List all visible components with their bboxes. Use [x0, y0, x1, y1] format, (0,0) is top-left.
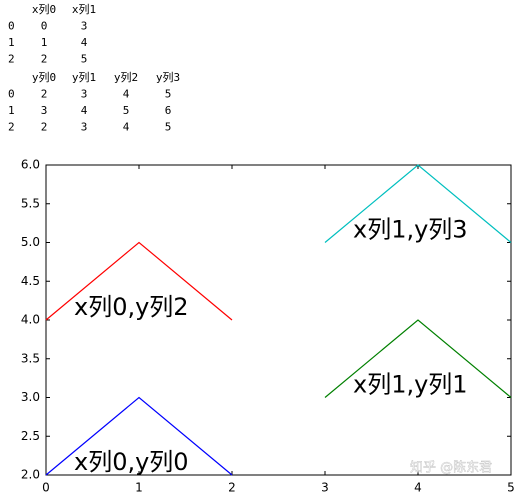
x-tick-label: 1 [135, 481, 143, 495]
cell: 3 [81, 121, 88, 134]
row-index: 2 [8, 53, 15, 66]
cell: 6 [165, 104, 172, 117]
cell: 2 [41, 88, 48, 101]
row-index: 0 [8, 88, 15, 101]
cell: 4 [81, 36, 88, 49]
column-header: x列1 [72, 2, 96, 16]
y-tick-label: 3.0 [21, 390, 40, 404]
cell: 5 [81, 53, 88, 66]
line-label: x列1,y列1 [353, 371, 468, 399]
cell: 4 [81, 104, 88, 117]
row-index: 2 [8, 121, 15, 134]
line [324, 319, 512, 398]
x-tick-label: 3 [321, 481, 329, 495]
line [324, 164, 512, 243]
y-tick-label: 5.0 [21, 235, 40, 249]
cell: 3 [41, 104, 48, 117]
watermark: 知乎 @陈东君 [410, 460, 492, 476]
x-tick-label: 2 [228, 481, 236, 495]
cell: 5 [165, 121, 172, 134]
column-header: x列0 [32, 2, 56, 16]
line [45, 241, 233, 321]
cell: 5 [123, 104, 130, 117]
row-index: 0 [8, 20, 15, 33]
x-tick-label: 5 [507, 481, 515, 495]
line-label: x列0,y列2 [74, 293, 189, 321]
cell: 0 [41, 20, 48, 33]
y-tick-label: 4.5 [21, 274, 40, 288]
y-tick-label: 3.5 [21, 351, 40, 365]
column-header: y列0 [32, 70, 56, 84]
cell: 5 [165, 88, 172, 101]
row-index: 1 [8, 36, 15, 49]
cell: 4 [123, 88, 130, 101]
cell: 2 [41, 121, 48, 134]
row-index: 1 [8, 104, 15, 117]
column-header: y列1 [72, 70, 96, 84]
line-label: x列1,y列3 [353, 216, 468, 244]
line-label: x列0,y列0 [74, 448, 189, 476]
cell: 4 [123, 121, 130, 134]
cell: 1 [41, 36, 48, 49]
cell: 2 [41, 53, 48, 66]
y-tick-label: 2.5 [21, 429, 40, 443]
column-header: y列2 [114, 70, 138, 84]
cell: 3 [81, 20, 88, 33]
line [45, 396, 233, 476]
column-header: y列3 [156, 70, 180, 84]
y-tick-label: 6.0 [21, 158, 40, 172]
y-tick-label: 4.0 [21, 313, 40, 327]
cell: 3 [81, 88, 88, 101]
x-tick-label: 4 [414, 481, 422, 495]
y-tick-label: 5.5 [21, 196, 40, 210]
y-tick-label: 2.0 [21, 468, 40, 482]
x-tick-label: 0 [42, 481, 50, 495]
